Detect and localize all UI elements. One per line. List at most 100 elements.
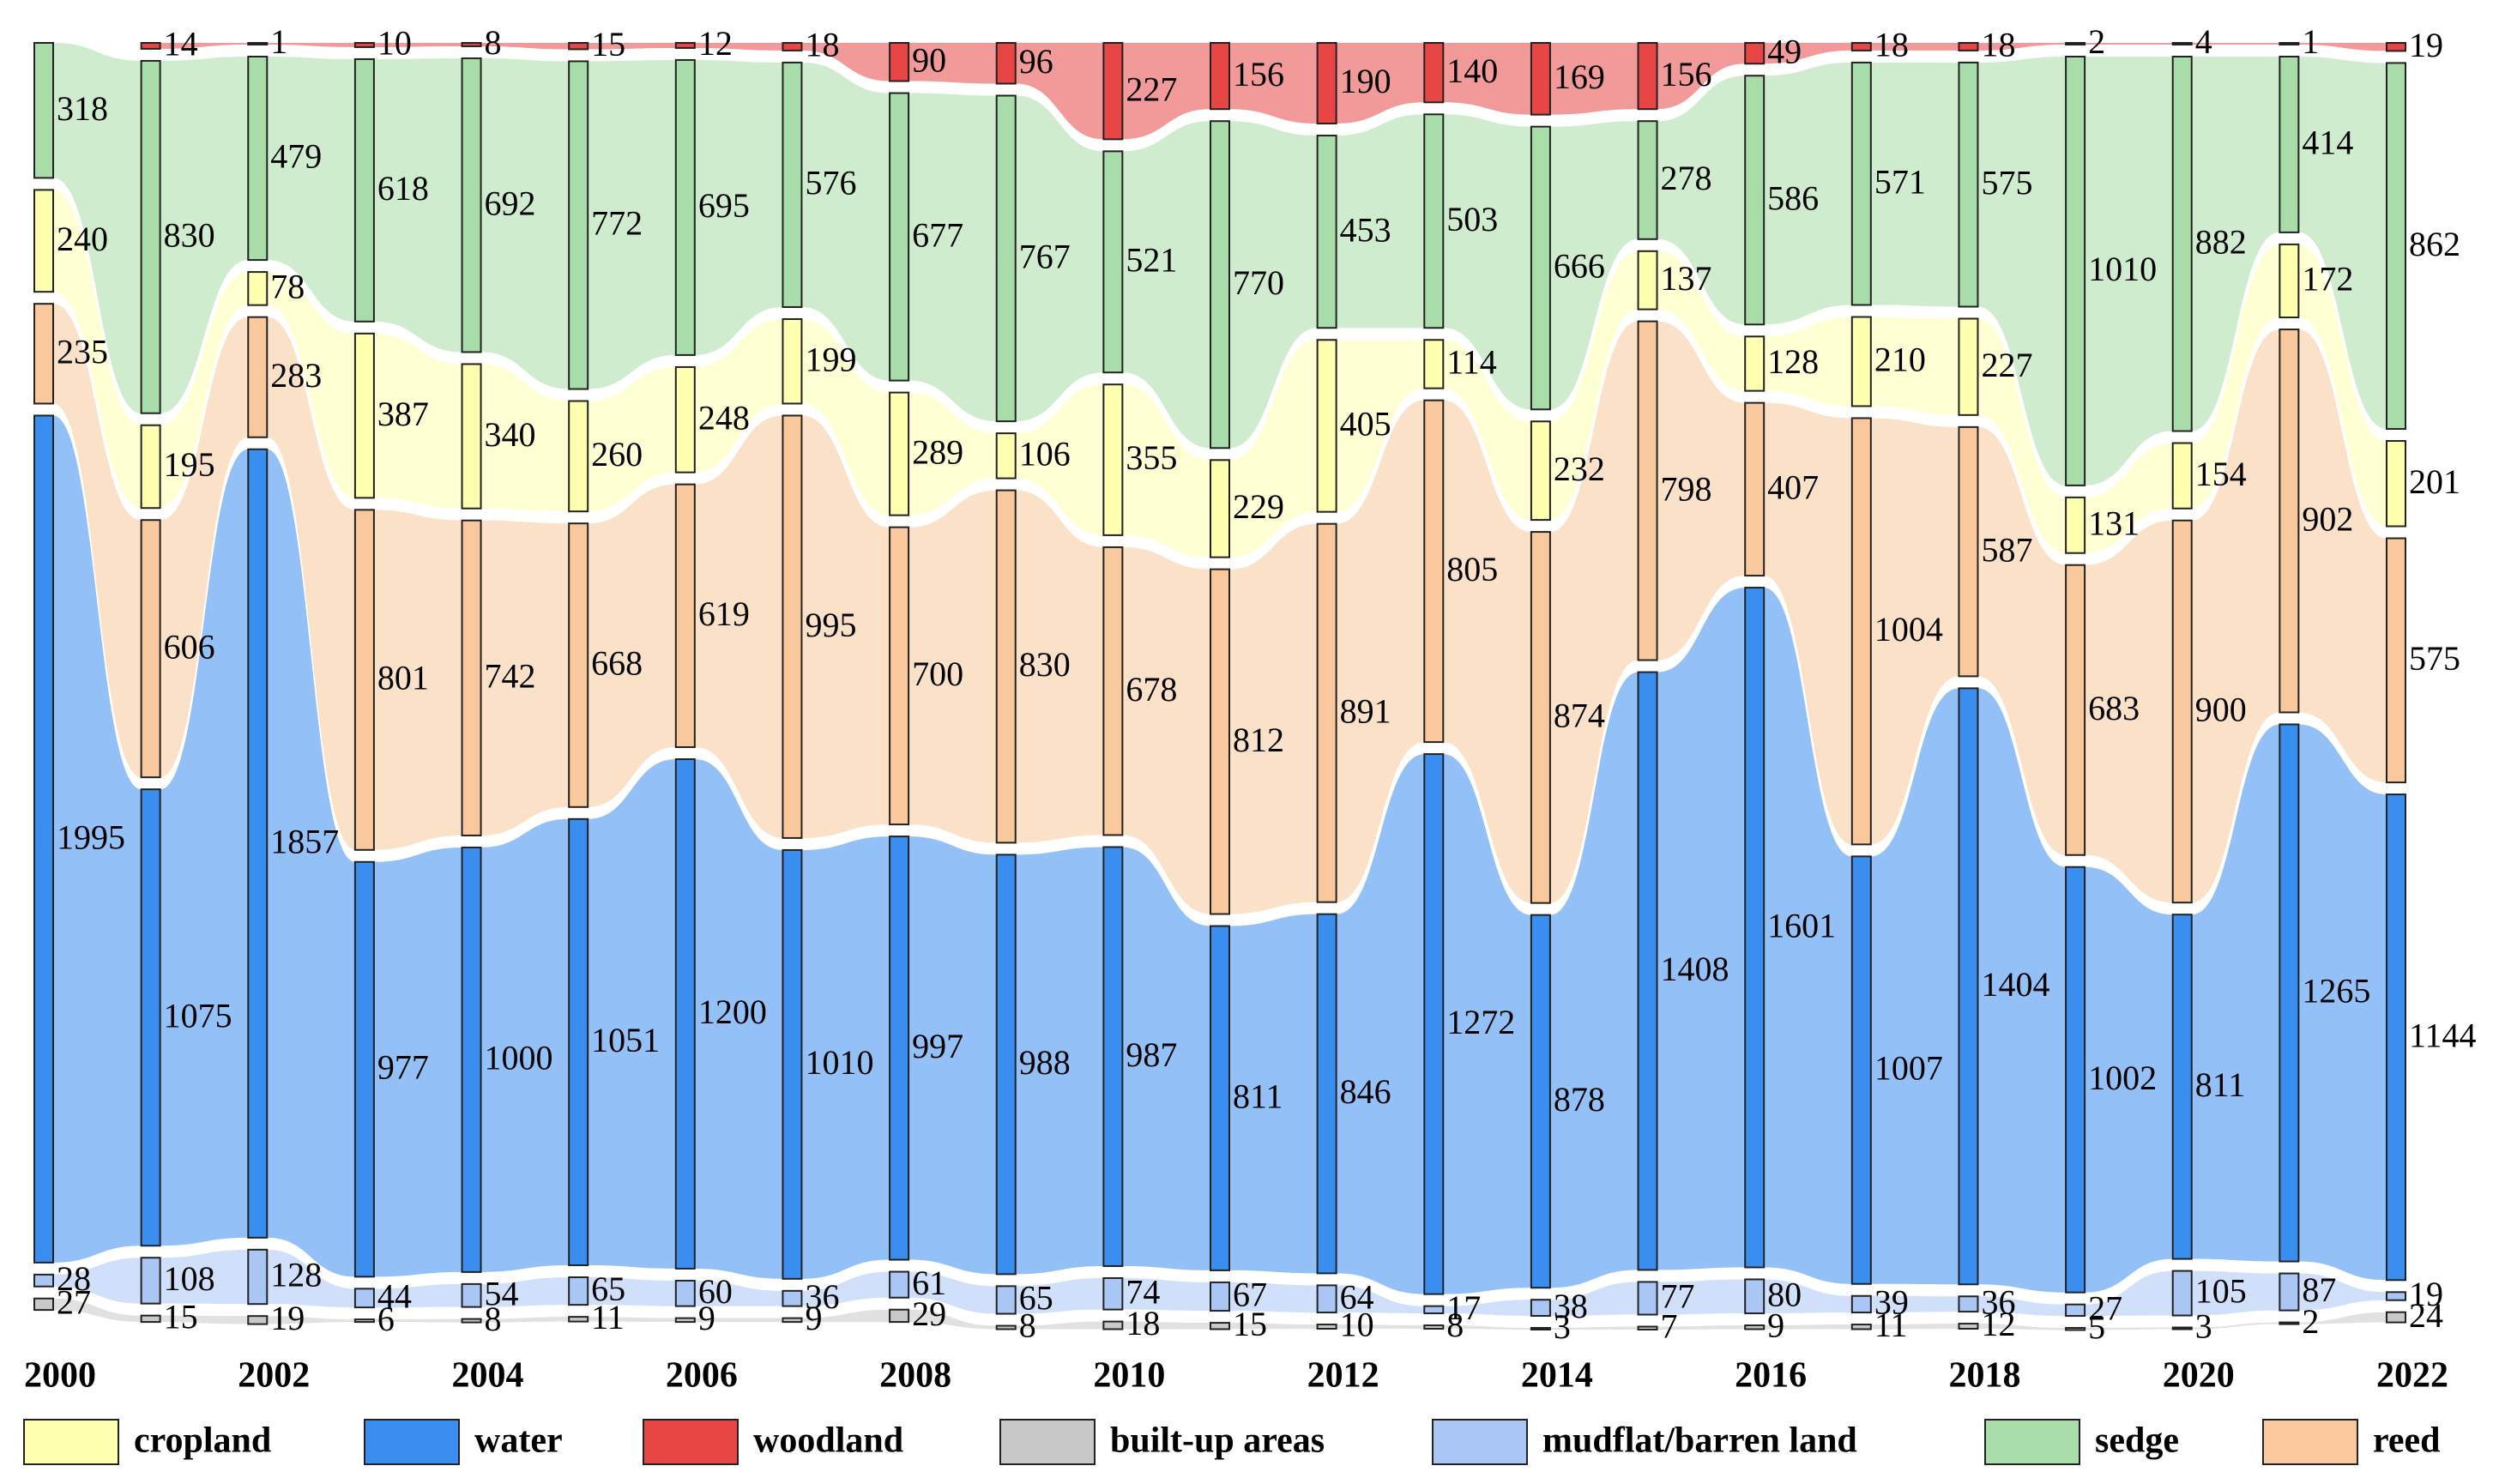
flow [1229,340,1318,558]
node [1210,120,1230,449]
node-label: 195 [164,445,215,484]
x-tick-label: 2010 [1093,1356,1165,1396]
flow [267,317,355,850]
node [1958,687,1979,1286]
node [1423,42,1445,104]
flow [694,1280,783,1306]
node [2386,440,2406,528]
flow [1549,321,1639,903]
flow [480,364,570,512]
node [889,1270,910,1299]
flow [2191,1322,2280,1330]
x-tick-label: 2022 [2376,1356,2448,1396]
legend-label: water [474,1421,563,1461]
node-label: 80 [1767,1275,1802,1313]
flow [1977,43,2067,51]
flow [2298,244,2387,527]
node [1530,1299,1551,1318]
flow [373,1318,462,1323]
flow [2298,57,2387,430]
node [1423,113,1445,329]
node [568,817,589,1266]
node [1637,42,1658,111]
node [1316,135,1337,329]
node [568,60,589,390]
node-label: 770 [1233,263,1284,302]
flow [480,520,570,836]
node [782,414,803,839]
node [889,92,910,382]
node [1958,425,1979,678]
flow [1549,121,1639,410]
flow [801,1271,890,1306]
flow [2191,724,2280,1262]
node [2279,1272,2300,1312]
node-label: 1075 [164,996,232,1035]
node [568,1316,589,1323]
flow [1015,1321,1104,1330]
node-label: 227 [1981,346,2032,384]
node-label: 24 [2409,1296,2443,1335]
flow [2298,43,2387,51]
node-label: 90 [912,40,946,79]
node-label: 812 [1233,721,1284,759]
flow [1443,340,1531,521]
node-label: 668 [591,644,643,683]
node-label: 1010 [805,1043,873,1082]
node-label: 830 [164,215,215,254]
node-label: 64 [1340,1277,1374,1316]
legend-swatch [643,1419,739,1465]
node-label: 340 [485,415,536,454]
node [140,1314,161,1324]
legend-label: mudflat/barren land [1542,1421,1857,1461]
node [1210,1281,1230,1312]
node [1744,75,1766,326]
legend-label: built-up areas [1110,1421,1325,1461]
node [1958,317,1979,416]
node [33,303,54,405]
node-label: 878 [1554,1080,1605,1119]
node [1850,417,1872,846]
node [461,519,482,836]
node [1316,339,1337,513]
node-label: 5 [2088,1307,2105,1346]
x-tick-label: 2008 [879,1356,951,1396]
node-label: 289 [912,432,963,471]
node-label: 14 [164,25,198,63]
node [568,1276,589,1306]
node-label: 1 [270,22,287,61]
flow [53,43,142,413]
flow [1122,1277,1210,1312]
flow [694,43,783,51]
node-label: 3 [1554,1307,1571,1346]
flow [160,449,249,1246]
legend-swatch [2262,1419,2358,1465]
node [33,42,54,179]
node-label: 678 [1126,670,1177,709]
node-label: 190 [1340,62,1391,100]
flow [588,1276,676,1306]
node [2171,1270,2193,1317]
flow [1015,1277,1104,1314]
node-label: 6 [377,1300,395,1338]
node [782,1317,803,1324]
node-label: 74 [1126,1272,1160,1311]
node [1637,671,1658,1271]
node-label: 677 [912,215,963,254]
node-label: 742 [485,657,536,696]
node-label: 2 [2088,22,2105,61]
node [2386,62,2406,431]
node [1316,522,1337,903]
node-label: 210 [1874,341,1926,379]
node [2065,42,2086,45]
node [1637,250,1658,311]
flow [53,190,142,509]
node [1744,1324,1766,1330]
flow [908,93,997,422]
node-label: 240 [57,220,108,258]
node-label: 39 [1874,1283,1909,1322]
node [140,788,161,1247]
node [140,519,161,779]
node [2279,723,2300,1263]
